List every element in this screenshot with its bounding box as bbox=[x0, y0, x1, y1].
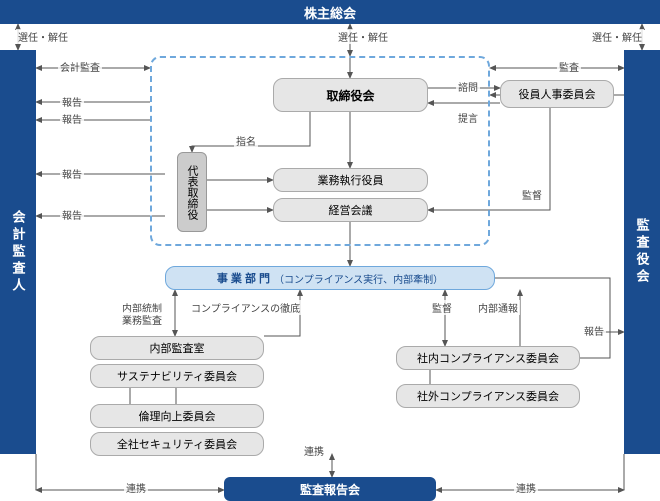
edge-label: コンプライアンスの徹底 bbox=[189, 300, 302, 315]
node-nomination-committee: 役員人事委員会 bbox=[500, 80, 614, 108]
edge-label: 監査 bbox=[557, 59, 581, 74]
node-accounting-auditor: 会計監査人 bbox=[0, 50, 36, 454]
edge-label: 報告 bbox=[60, 111, 84, 126]
edge-label: 連携 bbox=[302, 443, 326, 458]
node-shareholders: 株主総会 bbox=[0, 0, 660, 24]
node-executive-officers: 業務執行役員 bbox=[273, 168, 428, 192]
edge-label: 選任・解任 bbox=[336, 29, 390, 44]
edge-label: 業務監査 bbox=[120, 312, 164, 327]
edge-label: 提言 bbox=[456, 110, 480, 125]
edge-label: 報告 bbox=[60, 166, 84, 181]
node-representative-director: 代表取締役 bbox=[177, 152, 207, 232]
edge-label: 連携 bbox=[124, 480, 148, 495]
business-division-main: 事 業 部 門 bbox=[217, 270, 270, 286]
edge-label: 諮問 bbox=[456, 79, 480, 94]
node-ethics: 倫理向上委員会 bbox=[90, 404, 264, 428]
node-external-compliance: 社外コンプライアンス委員会 bbox=[396, 384, 580, 408]
node-security: 全社セキュリティ委員会 bbox=[90, 432, 264, 456]
edge-label: 内部通報 bbox=[476, 300, 520, 315]
node-audit-board: 監査役会 bbox=[624, 50, 660, 454]
edge-label: 監督 bbox=[520, 187, 544, 202]
edge-label: 報告 bbox=[60, 94, 84, 109]
node-internal-audit: 内部監査室 bbox=[90, 336, 264, 360]
node-internal-compliance: 社内コンプライアンス委員会 bbox=[396, 346, 580, 370]
edge-label: 連携 bbox=[514, 480, 538, 495]
edge-label: 報告 bbox=[582, 323, 606, 338]
edge-label: 指名 bbox=[234, 133, 258, 148]
edge-label: 選任・解任 bbox=[590, 29, 644, 44]
edge-label: 報告 bbox=[60, 207, 84, 222]
node-sustainability: サステナビリティ委員会 bbox=[90, 364, 264, 388]
node-board-directors: 取締役会 bbox=[273, 78, 428, 112]
edge-label: 監督 bbox=[430, 300, 454, 315]
edge-label: 会計監査 bbox=[58, 59, 102, 74]
business-division-sub: （コンプライアンス実行、内部牽制） bbox=[274, 271, 443, 286]
edge-label: 選任・解任 bbox=[16, 29, 70, 44]
node-management-meeting: 経営会議 bbox=[273, 198, 428, 222]
node-business-division: 事 業 部 門 （コンプライアンス実行、内部牽制） bbox=[165, 266, 495, 290]
node-audit-report: 監査報告会 bbox=[224, 477, 436, 501]
